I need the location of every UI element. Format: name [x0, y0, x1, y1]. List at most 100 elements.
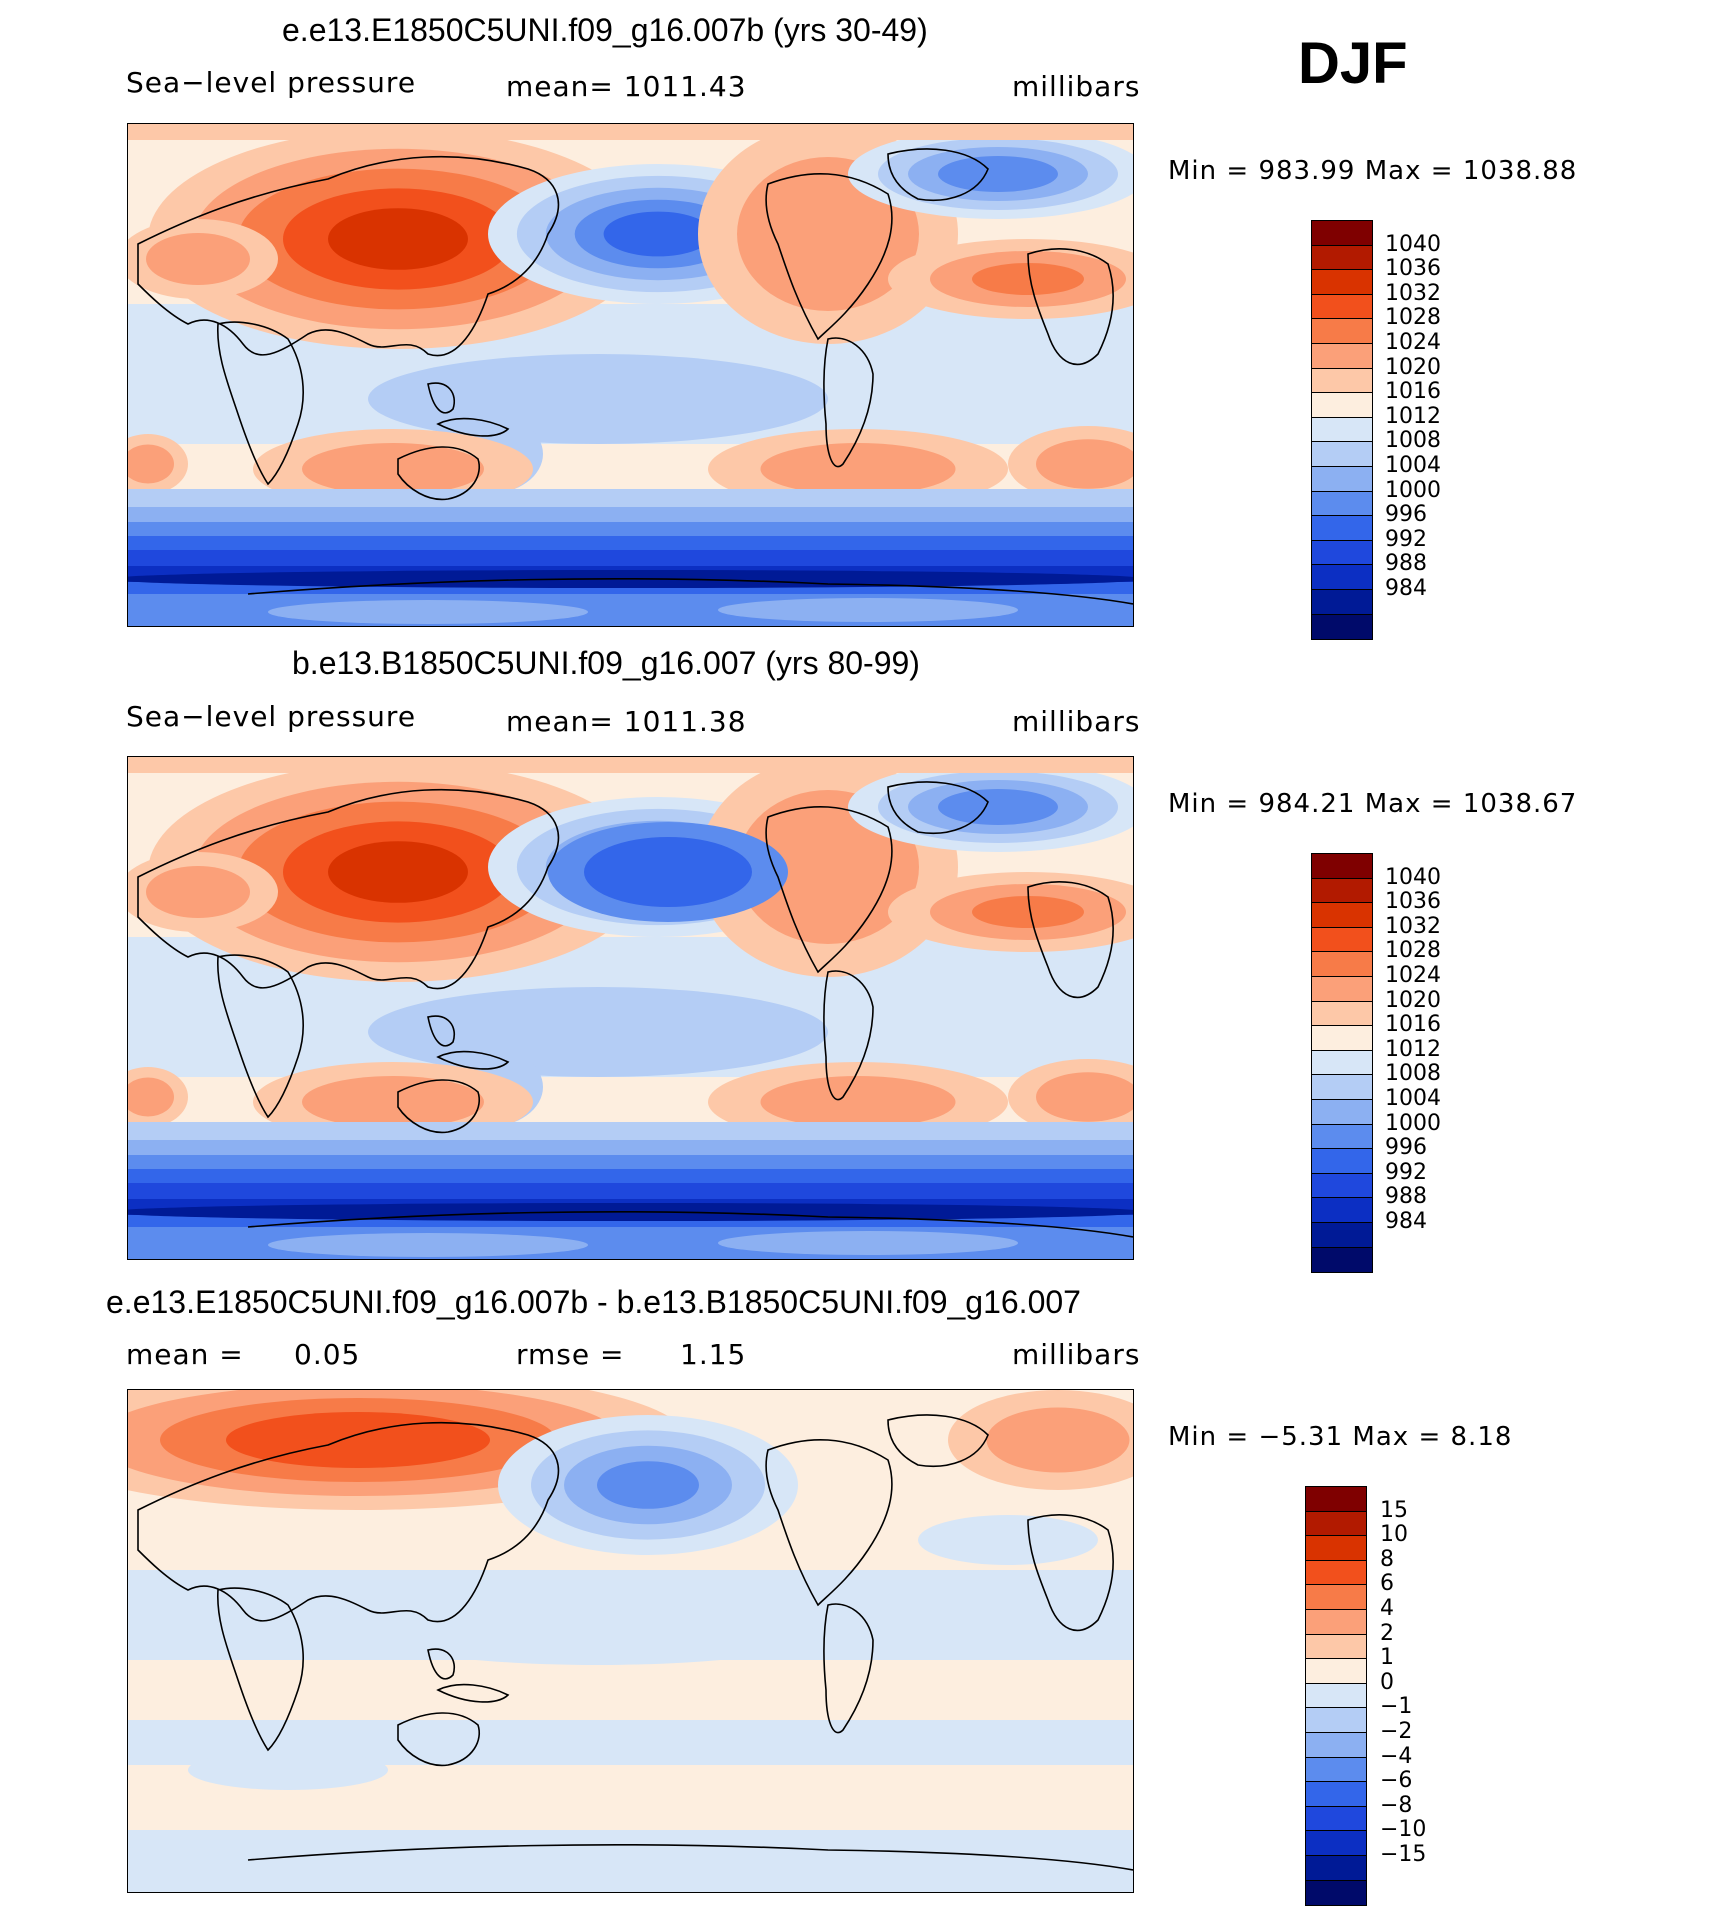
colorbar-tick-label: −8 [1380, 1792, 1413, 1818]
colorbar-tick-label: 1024 [1385, 963, 1441, 988]
coastline [397, 1079, 480, 1134]
colorbar-swatch [1306, 1585, 1366, 1610]
colorbar-tick-label: 996 [1385, 502, 1427, 528]
panel-2-map [127, 756, 1134, 1260]
colorbar-swatch [1306, 1560, 1366, 1586]
panel-2-variable-label: Sea−level pressure [126, 700, 417, 733]
pressure-contour [268, 600, 588, 624]
panel-2-colorbar [1311, 853, 1373, 1274]
pressure-band [128, 1122, 1133, 1140]
panel-3-title: e.e13.E1850C5UNI.f09_g16.007b - b.e13.B1… [106, 1284, 1081, 1320]
coastline [765, 172, 893, 341]
colorbar-swatch [1306, 1683, 1366, 1709]
colorbar-swatch [1306, 1782, 1366, 1807]
pressure-contour [597, 1461, 699, 1509]
coastlines [137, 1414, 1133, 1871]
colorbar-swatch [1312, 221, 1372, 246]
colorbar-tick-label: 984 [1385, 576, 1427, 601]
colorbar-swatch [1312, 393, 1372, 418]
panel-3-mean-value: 0.05 [294, 1338, 361, 1371]
panel-3-min-label: Min [1168, 1422, 1218, 1452]
pressure-contour [378, 1605, 818, 1665]
panel-1-max-value: 1038.88 [1462, 156, 1578, 186]
colorbar-tick-label: 1 [1380, 1645, 1394, 1671]
panel-2-minmax: Min = 984.21 Max = 1038.67 [1168, 789, 1578, 819]
colorbar-swatch [1312, 516, 1372, 541]
coastline [1027, 881, 1114, 999]
colorbar-tick-label: 1016 [1385, 379, 1441, 405]
coastline [887, 781, 989, 834]
colorbar-tick-label: 0 [1380, 1669, 1394, 1695]
colorbar-tick-label: 1036 [1385, 256, 1441, 282]
colorbar-swatch [1306, 1880, 1366, 1906]
pressure-contour [368, 987, 828, 1077]
panel-3-max-label: Max [1352, 1422, 1410, 1452]
colorbar-tick-label: 15 [1380, 1497, 1408, 1523]
pressure-contour [972, 896, 1084, 928]
colorbar-swatch [1312, 1124, 1372, 1150]
pressure-contour [268, 1233, 588, 1257]
panel-2-mean-label: mean= 1011.38 [506, 705, 747, 738]
colorbar-tick-label: 1008 [1385, 1061, 1441, 1087]
coastline [436, 1683, 510, 1703]
pressure-band [128, 522, 1133, 536]
colorbar-swatch [1312, 976, 1372, 1002]
panel-2-min-value: 984.21 [1258, 789, 1356, 819]
colorbar-swatch [1312, 1222, 1372, 1248]
pressure-contour [972, 263, 1084, 295]
colorbar-swatch [1306, 1487, 1366, 1512]
colorbar-swatch [1312, 903, 1372, 928]
colorbar-swatch [1312, 952, 1372, 977]
pressure-band [128, 1140, 1133, 1155]
colorbar-tick-label: 1024 [1385, 330, 1441, 355]
panel-3-minmax: Min = −5.31 Max = 8.18 [1168, 1422, 1513, 1452]
panel-3-mean-label: mean = [126, 1338, 244, 1371]
coastlines [137, 148, 1133, 605]
panel-1-title: e.e13.E1850C5UNI.f09_g16.007b (yrs 30-49… [282, 12, 928, 48]
colorbar-tick-label: 1020 [1385, 987, 1441, 1013]
pressure-contour [302, 443, 484, 495]
coastline [887, 1414, 989, 1467]
colorbar-tick-label: 996 [1385, 1135, 1427, 1161]
colorbar-tick-label: 1032 [1385, 280, 1441, 306]
coastline [247, 1843, 1133, 1871]
colorbar-tick-label: 1040 [1385, 864, 1441, 890]
pressure-contour [938, 156, 1058, 192]
colorbar-tick-label: 1036 [1385, 889, 1441, 915]
colorbar-tick-label: −4 [1380, 1743, 1413, 1769]
coastline [1027, 1514, 1114, 1632]
coastline [765, 805, 893, 974]
pressure-contour [146, 233, 250, 285]
colorbar-swatch [1312, 1075, 1372, 1100]
colorbar-tick-label: 984 [1385, 1209, 1427, 1234]
panel-1-minmax: Min = 983.99 Max = 1038.88 [1168, 156, 1578, 186]
colorbar-tick-label: 988 [1385, 1184, 1427, 1210]
colorbar-tick-label: 8 [1380, 1546, 1394, 1572]
colorbar-tick-label: 4 [1380, 1596, 1394, 1621]
coastline [397, 1712, 480, 1767]
colorbar-tick-label: 1032 [1385, 913, 1441, 939]
colorbar-swatch [1312, 854, 1372, 879]
colorbar-swatch [1312, 1247, 1372, 1273]
coastline [137, 1421, 560, 1623]
colorbar-swatch [1306, 1732, 1366, 1758]
pressure-contour [226, 1412, 490, 1468]
colorbar-swatch [1312, 245, 1372, 271]
colorbar-tick-label: 1012 [1385, 403, 1441, 429]
pressure-band [128, 1183, 1133, 1199]
pressure-contour [938, 789, 1058, 825]
colorbar-tick-label: 992 [1385, 1159, 1427, 1185]
colorbar-swatch [1312, 614, 1372, 640]
panel-1-mean-label: mean= 1011.43 [506, 70, 747, 103]
pressure-contour [986, 1407, 1130, 1473]
panel-3-min-value: −5.31 [1258, 1422, 1344, 1452]
colorbar-tick-label: 1012 [1385, 1036, 1441, 1062]
pressure-contour [368, 354, 828, 444]
colorbar-swatch [1312, 368, 1372, 394]
contour-map-canvas [128, 757, 1133, 1259]
colorbar-swatch [1306, 1757, 1366, 1783]
coastline [436, 1050, 510, 1070]
pressure-contour [603, 211, 713, 257]
coastline [137, 788, 560, 990]
colorbar-tick-label: −6 [1380, 1768, 1413, 1794]
